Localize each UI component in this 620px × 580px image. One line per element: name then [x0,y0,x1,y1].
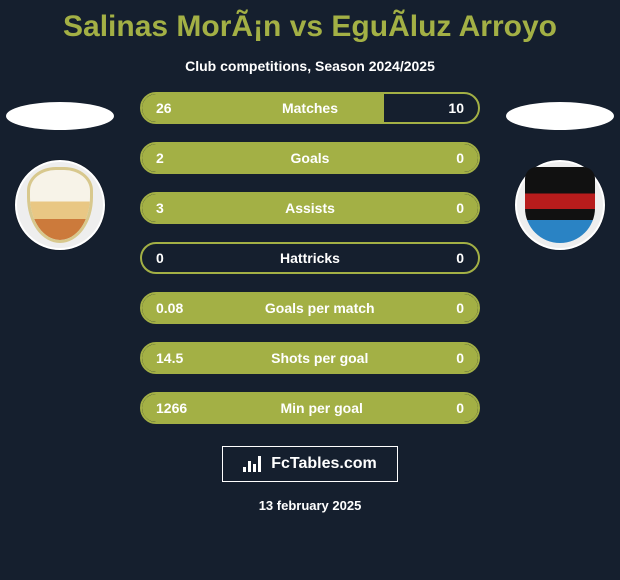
right-player-column [500,92,620,250]
stat-right-value: 0 [456,400,464,416]
stat-label: Goals per match [183,300,456,316]
stats-rows: 26Matches102Goals03Assists00Hattricks00.… [140,92,480,424]
stat-row: 14.5Shots per goal0 [140,342,480,374]
stat-right-value: 10 [448,100,464,116]
stat-left-value: 1266 [156,400,187,416]
right-club-badge [515,160,605,250]
stat-label: Assists [164,200,456,216]
stat-row: 3Assists0 [140,192,480,224]
stat-left-value: 14.5 [156,350,183,366]
brand-box: FcTables.com [222,446,398,482]
footer: FcTables.com 13 february 2025 [0,446,620,527]
stat-left-value: 0 [156,250,164,266]
page-title: Salinas MorÃ¡n vs EguÃ­luz Arroyo [63,10,557,44]
left-eye-shape [6,102,114,130]
stat-right-value: 0 [456,150,464,166]
left-club-badge-art [30,170,90,240]
stat-row: 1266Min per goal0 [140,392,480,424]
stat-right-value: 0 [456,300,464,316]
stat-right-value: 0 [456,350,464,366]
stat-row: 26Matches10 [140,92,480,124]
stat-label: Goals [164,150,456,166]
stat-right-value: 0 [456,250,464,266]
right-club-badge-art [525,167,595,243]
right-eye-shape [506,102,614,130]
stat-row: 0Hattricks0 [140,242,480,274]
stat-label: Matches [172,100,449,116]
stat-left-value: 2 [156,150,164,166]
stat-row: 2Goals0 [140,142,480,174]
left-club-badge [15,160,105,250]
stat-left-value: 0.08 [156,300,183,316]
stat-label: Shots per goal [183,350,456,366]
stat-label: Min per goal [187,400,456,416]
stat-right-value: 0 [456,200,464,216]
stat-left-value: 3 [156,200,164,216]
stat-row: 0.08Goals per match0 [140,292,480,324]
left-player-column [0,92,120,250]
brand-bars-icon [243,456,261,472]
date-text: 13 february 2025 [259,498,362,513]
subtitle: Club competitions, Season 2024/2025 [185,58,435,74]
brand-text: FcTables.com [271,455,377,473]
content-area: 26Matches102Goals03Assists00Hattricks00.… [0,92,620,580]
stat-label: Hattricks [164,250,456,266]
stat-left-value: 26 [156,100,172,116]
